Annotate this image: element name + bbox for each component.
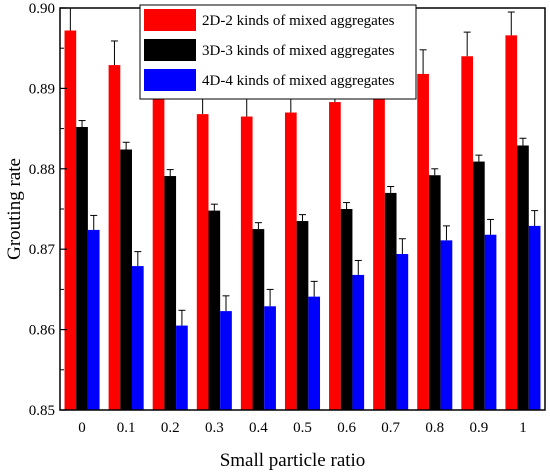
bar-series1-0.8 xyxy=(417,73,429,410)
x-tick-label: 0.6 xyxy=(337,420,356,436)
legend: 2D-2 kinds of mixed aggregates 3D-3 kind… xyxy=(139,4,417,100)
bar-series2-0.8 xyxy=(428,175,441,410)
bar-series1-1 xyxy=(505,35,518,410)
bar-series1-0 xyxy=(64,30,77,411)
y-tick-label: 0.90 xyxy=(29,1,55,17)
bar-series3-0.3 xyxy=(220,311,232,410)
bar-series3-0 xyxy=(87,229,100,410)
bar-series3-0.9 xyxy=(484,234,497,410)
x-tick-label: 0 xyxy=(78,420,86,436)
y-tick-label: 0.88 xyxy=(29,162,55,178)
y-axis-label: Grouting rate xyxy=(4,158,25,260)
bar-series3-0.1 xyxy=(131,266,144,410)
legend-label-3d: 3D-3 kinds of mixed aggregates xyxy=(202,43,395,59)
y-tick-label: 0.86 xyxy=(29,323,56,339)
bar-series3-0.6 xyxy=(352,274,365,410)
bar-series3-0.7 xyxy=(396,254,409,410)
bar-series1-0.1 xyxy=(108,65,121,411)
x-tick-label: 0.8 xyxy=(425,420,444,436)
bar-series2-1 xyxy=(517,145,529,410)
y-tick-label: 0.85 xyxy=(29,403,55,419)
bar-series1-0.9 xyxy=(461,56,474,411)
bar-series2-0.2 xyxy=(164,176,177,410)
x-tick-label: 0.5 xyxy=(293,420,312,436)
y-axis-ticks: 0.85 0.86 0.87 0.88 0.89 0.90 xyxy=(29,1,67,419)
bar-series1-0.4 xyxy=(240,116,253,410)
x-tick-label: 0.1 xyxy=(117,420,136,436)
y-tick-label: 0.87 xyxy=(29,242,56,258)
legend-swatch-2d xyxy=(144,9,196,31)
x-tick-label: 0.2 xyxy=(161,420,180,436)
bar-series2-0.5 xyxy=(296,221,309,410)
bar-series2-0.7 xyxy=(384,192,397,410)
bar-series2-0.9 xyxy=(473,161,485,410)
x-tick-label: 0.9 xyxy=(469,420,488,436)
bar-series1-0.5 xyxy=(284,112,297,411)
bar-series3-1 xyxy=(528,225,541,410)
x-tick-label: 0.4 xyxy=(249,420,268,436)
bar-series1-0.3 xyxy=(196,114,209,411)
bar-series1-0.6 xyxy=(329,102,341,411)
bar-series1-0.7 xyxy=(373,89,385,410)
y-tick-label: 0.89 xyxy=(29,81,55,97)
bar-series1-0.2 xyxy=(152,97,165,410)
x-tick-label: 1 xyxy=(519,420,527,436)
x-axis-ticks: 0 0.1 0.2 0.3 0.4 0.5 0.6 0.7 0.8 0.9 1 xyxy=(78,404,527,436)
legend-label-2d: 2D-2 kinds of mixed aggregates xyxy=(202,13,395,29)
bar-series3-0.8 xyxy=(440,240,453,410)
bar-series2-0.3 xyxy=(208,210,221,410)
bar-series3-0.2 xyxy=(176,325,188,410)
bar-series2-0.6 xyxy=(340,209,353,410)
x-axis-label: Small particle ratio xyxy=(220,450,366,471)
bar-series3-0.5 xyxy=(308,296,321,410)
bar-series2-0 xyxy=(76,126,88,410)
bar-series2-0.4 xyxy=(252,229,265,410)
legend-label-4d: 4D-4 kinds of mixed aggregates xyxy=(202,73,395,89)
x-tick-label: 0.3 xyxy=(205,420,224,436)
legend-swatch-4d xyxy=(144,69,196,91)
bar-series2-0.1 xyxy=(120,149,132,410)
legend-swatch-3d xyxy=(144,39,196,61)
x-tick-label: 0.7 xyxy=(381,420,400,436)
bars-layer xyxy=(64,30,541,411)
bar-series3-0.4 xyxy=(264,306,276,410)
